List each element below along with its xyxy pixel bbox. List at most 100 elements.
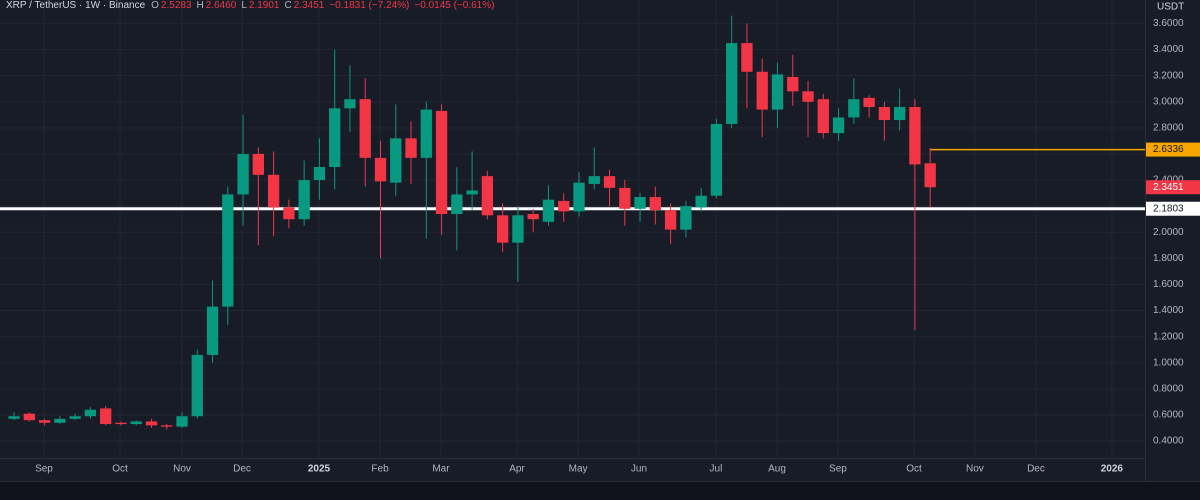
candle-body (451, 194, 463, 214)
candle-body (8, 416, 20, 419)
candle-body (191, 354, 203, 417)
candle-body (466, 190, 478, 195)
candle-body (23, 413, 35, 421)
ohlc-value: 2.3451 (293, 0, 325, 11)
candle-body (542, 199, 555, 222)
x-tick-label: 2025 (308, 464, 331, 475)
candle-body (283, 207, 295, 220)
candle-body (298, 180, 310, 220)
x-tick-label: 2026 (1101, 464, 1124, 475)
symbol-title: XRP / TetherUS · 1W · Binance (6, 0, 146, 11)
candle-body (695, 195, 707, 208)
candle-body (161, 425, 173, 427)
x-tick-label: Feb (371, 464, 389, 475)
ohlc-key: C (284, 0, 292, 11)
candle-body (558, 200, 570, 212)
candle-body (802, 91, 814, 102)
candle-body (634, 197, 646, 209)
ohlc-value: 2.6460 (205, 0, 237, 11)
x-tick-label: Jul (710, 464, 723, 475)
y-tick-label: 3.2000 (1153, 70, 1184, 81)
y-tick-label: 2.8000 (1153, 123, 1184, 134)
ohlc-key: H (196, 0, 204, 11)
candle-body (893, 106, 906, 121)
y-tick-label: 3.6000 (1153, 18, 1184, 29)
candle-body (38, 420, 51, 423)
candle-body (527, 213, 539, 220)
candle-body (481, 176, 494, 216)
y-tick-label: 0.4000 (1153, 436, 1184, 447)
candle-body (588, 176, 600, 184)
y-tick-label: 1.2000 (1153, 331, 1184, 342)
y-tick-label: 3.0000 (1153, 96, 1184, 107)
candle-body (176, 416, 188, 427)
candle-body (84, 409, 97, 417)
candle-body (496, 215, 509, 243)
candle-body (130, 421, 142, 425)
y-tick-label: 1.4000 (1153, 305, 1184, 316)
candle-body (252, 153, 264, 175)
y-tick-label: 0.8000 (1153, 383, 1184, 394)
x-tick-label: Mar (432, 464, 450, 475)
ohlc-key: L (241, 0, 247, 11)
candle-body (54, 418, 66, 423)
x-tick-label: Aug (768, 464, 786, 475)
level-label-box (1146, 142, 1200, 157)
candle-body (329, 108, 341, 168)
candle-body (206, 306, 219, 355)
grid (0, 0, 1145, 458)
ohlc-value: 2.5283 (160, 0, 192, 11)
candle-body (69, 416, 81, 419)
candle-body (313, 167, 326, 181)
x-tick-label: Sep (35, 464, 53, 475)
candle-body (771, 74, 784, 110)
candle-body (359, 99, 371, 158)
ohlc-key: O (151, 0, 159, 11)
x-tick-label: May (569, 464, 588, 475)
candle-body (710, 123, 723, 196)
y-tick-label: 2.0000 (1153, 227, 1184, 238)
footer-strip (0, 482, 1200, 500)
candle-body (145, 421, 158, 426)
change-label: −0.1831 (−7.24%) (329, 0, 410, 11)
x-tick-label: Nov (966, 464, 984, 475)
candle-body (100, 408, 112, 425)
last-price-label-box (1146, 180, 1200, 195)
currency-label: USDT (1157, 2, 1184, 13)
candle-body (390, 138, 402, 183)
candle-body (267, 174, 280, 208)
candle-body (603, 176, 616, 188)
ohlc-value: 2.1901 (248, 0, 280, 11)
y-tick-label: 0.6000 (1153, 410, 1184, 421)
candle-body (741, 43, 753, 72)
candle-body (344, 99, 356, 109)
candle-body (619, 187, 631, 209)
candle-body (115, 422, 127, 425)
candle-body (726, 43, 738, 124)
candle-body (664, 210, 677, 230)
candles (8, 15, 936, 430)
x-tick-label: Oct (906, 464, 922, 475)
last-price-label: 2.3451 (1153, 182, 1184, 193)
candle-body (848, 99, 860, 118)
change-label: −0.0145 (−0.61%) (414, 0, 495, 11)
y-tick-label: 1.6000 (1153, 279, 1184, 290)
candle-body (405, 138, 417, 158)
candle-body (878, 106, 891, 121)
candle-body (420, 109, 432, 158)
y-tick-label: 1.8000 (1153, 253, 1184, 264)
x-tick-label: Dec (1027, 464, 1045, 475)
candle-body (787, 76, 799, 92)
candle-body (924, 163, 936, 188)
y-tick-label: 2.4000 (1153, 175, 1184, 186)
candle-body (909, 106, 921, 165)
candle-body (680, 206, 692, 230)
x-tick-label: Apr (509, 464, 525, 475)
legend-header: XRP / TetherUS · 1W · Binance O 2.5283 H 2.6… (6, 0, 499, 12)
level-label: 2.1803 (1153, 203, 1184, 214)
level-label-box (1146, 201, 1200, 216)
candle-body (573, 182, 585, 212)
x-tick-label: Nov (173, 464, 191, 475)
